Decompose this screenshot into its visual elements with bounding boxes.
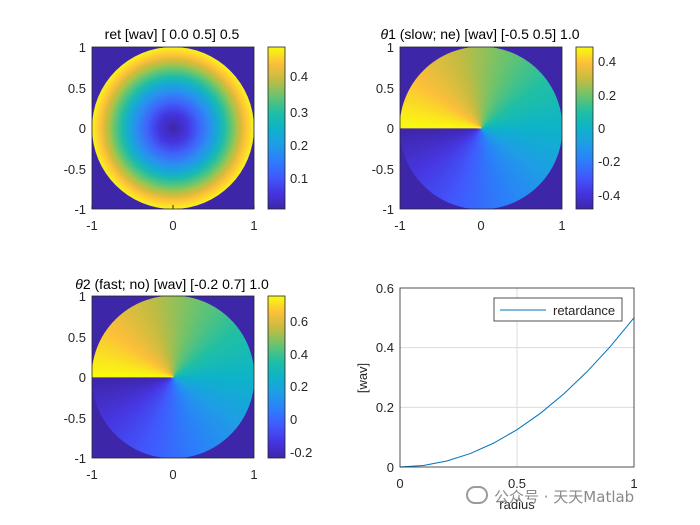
retardance-line xyxy=(399,317,635,468)
legend-box xyxy=(493,297,623,322)
ret-title: ret [wav] [ 0.0 0.5] 0.5 xyxy=(105,26,240,42)
line-legend: retardance xyxy=(493,297,623,322)
theta1-ytick-label: -1 xyxy=(382,202,394,217)
watermark-text: 公众号 · 天天Matlab xyxy=(494,488,635,506)
ret-cbar-tick: 0.1 xyxy=(290,171,308,186)
ret-ytick-label: -1 xyxy=(74,202,86,217)
ret-cbar-tick: 0.3 xyxy=(290,105,308,120)
theta2-cbar-tick: 0.6 xyxy=(290,314,308,329)
theta2-cbar-tick: 0 xyxy=(290,412,297,427)
ret-ytick-label: -0.5 xyxy=(64,162,86,177)
line-xtick-label: 1 xyxy=(630,476,637,491)
ret-cbar-tick: 0.2 xyxy=(290,138,308,153)
panel-theta1: θ1 (slow; ne) [wav] [-0.5 0.5] 1.0 -1 0 … xyxy=(372,26,621,233)
ret-ytick-label: 1 xyxy=(79,40,86,55)
theta2-axes-box xyxy=(91,295,255,459)
theta2-cbar-tick: 0.2 xyxy=(290,379,308,394)
line-ytick-label: 0 xyxy=(387,460,394,475)
theta2-ytick-label: 0.5 xyxy=(68,330,86,345)
ret-ytick-label: 0 xyxy=(79,121,86,136)
theta1-cbar-tick: -0.4 xyxy=(598,188,620,203)
legend-label: retardance xyxy=(553,303,615,318)
theta1-ytick-label: 1 xyxy=(387,40,394,55)
theta2-cbar-tick: 0.4 xyxy=(290,347,308,362)
line-y-axis-label: [wav] xyxy=(355,363,370,393)
ret-colorbar xyxy=(268,47,285,209)
theta2-xtick-label: -1 xyxy=(86,467,98,482)
theta1-disk xyxy=(400,47,562,209)
theta2-ytick-label: 1 xyxy=(79,289,86,304)
theta1-x-ticks: -1 0 1 xyxy=(394,218,565,233)
theta2-x-ticks: -1 0 1 xyxy=(86,467,257,482)
theta2-y-ticks: 1 0.5 0 -0.5 -1 xyxy=(64,289,86,466)
line-x-axis-label: radius xyxy=(499,497,535,512)
theta1-xtick-label: 0 xyxy=(477,218,484,233)
panel-theta2: θ2 (fast; no) [wav] [-0.2 0.7] 1.0 -1 0 … xyxy=(64,276,313,482)
line-xtick-label: 0 xyxy=(396,476,403,491)
theta1-ytick-label: 0.5 xyxy=(376,81,394,96)
ret-heatmap xyxy=(92,47,254,209)
theta1-ytick-label: 0 xyxy=(387,121,394,136)
theta1-cbar-tick: 0.2 xyxy=(598,88,616,103)
wechat-icon xyxy=(466,486,488,504)
theta1-cbar-tick: 0 xyxy=(598,121,605,136)
theta2-ytick-label: 0 xyxy=(79,370,86,385)
watermark: 公众号 · 天天Matlab xyxy=(466,486,634,507)
theta1-title: θ1 (slow; ne) [wav] [-0.5 0.5] 1.0 xyxy=(380,26,579,42)
ret-xtick-label: 1 xyxy=(250,218,257,233)
theta2-xtick-label: 0 xyxy=(169,467,176,482)
theta1-colorbar xyxy=(576,47,593,209)
theta1-xtick-label: -1 xyxy=(394,218,406,233)
ret-colorbar-ticks: 0.4 0.3 0.2 0.1 xyxy=(290,69,308,186)
line-xtick-label: 0.5 xyxy=(508,476,526,491)
theta2-colorbar xyxy=(268,296,285,458)
line-x-ticks: 0 0.5 1 xyxy=(396,476,637,491)
theta1-xtick-label: 1 xyxy=(558,218,565,233)
ret-disk xyxy=(92,47,254,209)
panel-ret: ret [wav] [ 0.0 0.5] 0.5 xyxy=(64,26,308,233)
line-ytick-label: 0.2 xyxy=(376,400,394,415)
theta2-disk xyxy=(92,296,254,458)
theta2-title: θ2 (fast; no) [wav] [-0.2 0.7] 1.0 xyxy=(75,276,269,292)
line-axes-box xyxy=(399,287,635,468)
theta1-axes-box xyxy=(399,46,563,210)
theta1-ytick-label: -0.5 xyxy=(372,162,394,177)
theta2-ytick-label: -1 xyxy=(74,451,86,466)
ret-ytick-label: 0.5 xyxy=(68,81,86,96)
theta2-colorbar-ticks: 0.6 0.4 0.2 0 -0.2 xyxy=(290,314,312,460)
line-ytick-label: 0.4 xyxy=(376,340,394,355)
ret-y-ticks: 1 0.5 0 -0.5 -1 xyxy=(64,40,86,217)
theta1-cbar-tick: -0.2 xyxy=(598,154,620,169)
ret-x-ticks: -1 0 1 xyxy=(86,205,258,233)
line-ytick-label: 0.6 xyxy=(376,281,394,296)
ret-xtick-label: 0 xyxy=(169,218,176,233)
theta1-y-ticks: 1 0.5 0 -0.5 -1 xyxy=(372,40,394,217)
theta2-xtick-label: 1 xyxy=(250,467,257,482)
line-y-ticks: 0.6 0.4 0.2 0 xyxy=(376,281,394,475)
theta2-ytick-label: -0.5 xyxy=(64,411,86,426)
ret-xtick-label: -1 xyxy=(86,218,98,233)
theta1-cbar-tick: 0.4 xyxy=(598,54,616,69)
theta2-heatmap xyxy=(92,296,254,458)
theta1-heatmap xyxy=(400,47,562,209)
panel-retardance-line: 0 0.5 1 0.6 0.4 0.2 0 radius [wav] retar… xyxy=(355,281,638,512)
theta2-cbar-tick: -0.2 xyxy=(290,445,312,460)
ret-cbar-tick: 0.4 xyxy=(290,69,308,84)
theta1-colorbar-ticks: 0.4 0.2 0 -0.2 -0.4 xyxy=(598,54,620,203)
